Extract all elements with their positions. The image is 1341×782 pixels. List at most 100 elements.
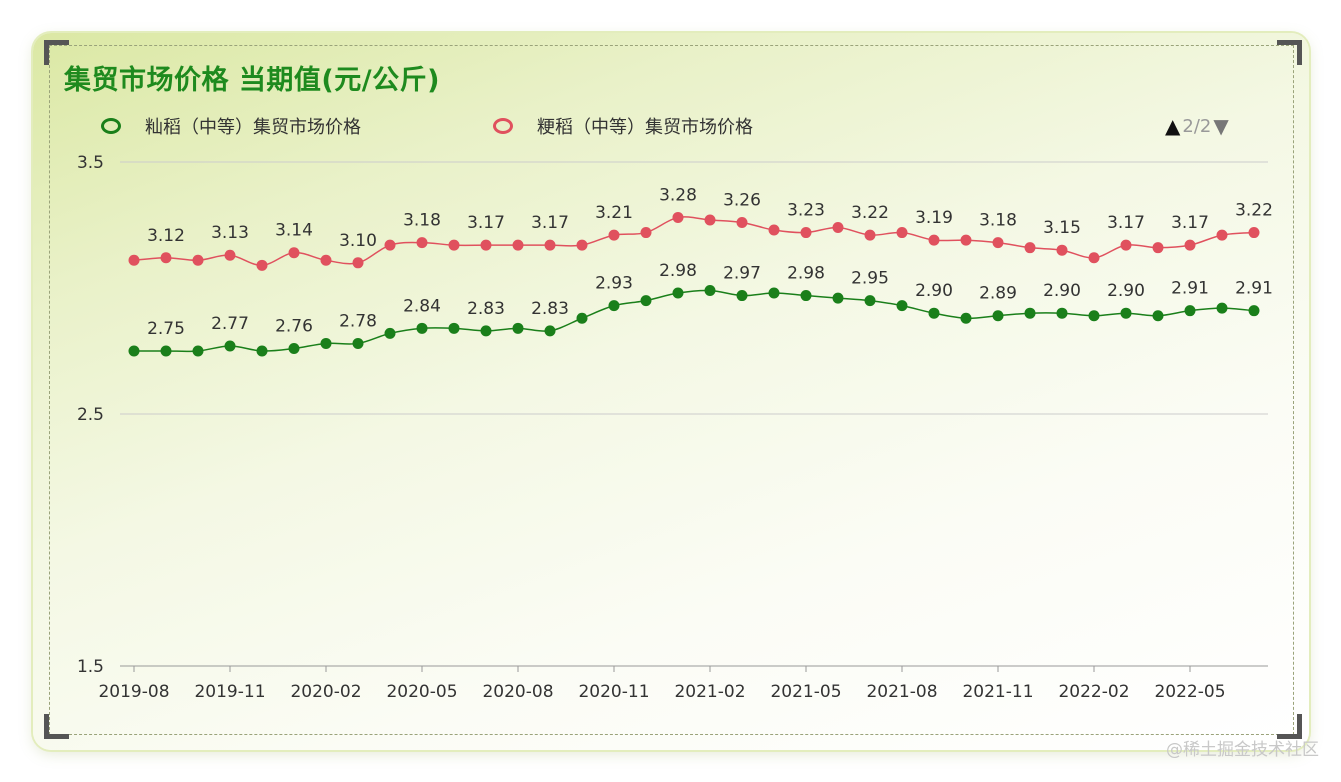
frame-corner-bottom-right <box>1277 714 1302 739</box>
data-point <box>640 227 652 239</box>
data-point <box>704 214 716 226</box>
data-label: 3.10 <box>339 231 377 251</box>
data-point <box>1024 242 1036 254</box>
data-label: 2.84 <box>403 296 441 316</box>
data-point <box>1184 239 1196 251</box>
data-point <box>288 342 300 354</box>
data-point <box>224 340 236 352</box>
frame-corner-top-right <box>1277 40 1302 65</box>
legend-page-indicator: 2/2 <box>1182 115 1212 137</box>
data-point <box>1024 307 1036 319</box>
y-tick-label: 1.5 <box>77 657 104 677</box>
data-point <box>768 224 780 236</box>
data-point <box>736 216 748 228</box>
legend-pager: ▲ 2/2 ▼ <box>1165 114 1229 138</box>
legend-item-series-2[interactable]: 粳稻（中等）集贸市场价格 <box>493 114 753 138</box>
data-label: 3.17 <box>1171 213 1209 233</box>
data-point <box>544 325 556 337</box>
x-tick-label: 2020-11 <box>578 682 649 702</box>
data-label: 2.77 <box>211 314 249 334</box>
data-label: 2.95 <box>851 269 889 289</box>
triangle-up-icon[interactable]: ▲ <box>1165 114 1181 138</box>
data-label: 3.17 <box>1107 213 1145 233</box>
data-point <box>256 259 268 271</box>
data-point <box>928 307 940 319</box>
data-point <box>384 239 396 251</box>
data-label: 3.21 <box>595 203 633 223</box>
data-label: 2.90 <box>1107 281 1145 301</box>
data-label: 3.22 <box>1235 201 1273 221</box>
data-point <box>1248 227 1260 239</box>
data-point <box>896 300 908 312</box>
data-point <box>1216 229 1228 241</box>
data-point <box>288 247 300 259</box>
data-label: 2.98 <box>659 261 697 281</box>
data-label: 2.78 <box>339 311 377 331</box>
data-point <box>384 327 396 339</box>
data-label: 2.75 <box>147 319 185 339</box>
data-label: 3.26 <box>723 190 761 210</box>
data-point <box>512 322 524 334</box>
data-point <box>608 229 620 241</box>
data-point <box>1120 307 1132 319</box>
data-label: 2.97 <box>723 264 761 284</box>
data-point <box>480 239 492 251</box>
data-label: 3.18 <box>979 211 1017 231</box>
data-point <box>1216 302 1228 314</box>
data-point <box>160 345 172 357</box>
data-label: 3.19 <box>915 208 953 228</box>
data-point <box>704 285 716 297</box>
data-point <box>576 239 588 251</box>
data-label: 2.93 <box>595 274 633 294</box>
data-point <box>960 312 972 324</box>
x-tick-label: 2021-08 <box>866 682 937 702</box>
x-tick-label: 2019-11 <box>194 682 265 702</box>
data-point <box>448 239 460 251</box>
x-tick-label: 2020-08 <box>482 682 553 702</box>
x-tick-label: 2022-05 <box>1154 682 1225 702</box>
data-point <box>160 252 172 264</box>
data-point <box>192 345 204 357</box>
data-point <box>832 222 844 234</box>
data-label: 2.83 <box>531 299 569 319</box>
data-point <box>1088 252 1100 264</box>
data-point <box>576 312 588 324</box>
data-label: 3.15 <box>1043 218 1081 238</box>
data-point <box>128 254 140 266</box>
data-point <box>256 345 268 357</box>
data-label: 2.91 <box>1171 279 1209 299</box>
data-point <box>736 290 748 302</box>
data-point <box>224 249 236 261</box>
data-point <box>1152 310 1164 322</box>
data-point <box>448 322 460 334</box>
legend-ring-icon <box>493 118 513 134</box>
data-point <box>1056 244 1068 256</box>
data-point <box>320 337 332 349</box>
x-tick-label: 2020-02 <box>290 682 361 702</box>
data-label: 3.28 <box>659 185 697 205</box>
frame-corner-bottom-left <box>44 714 69 739</box>
data-point <box>1120 239 1132 251</box>
data-point <box>128 345 140 357</box>
data-label: 3.22 <box>851 203 889 223</box>
data-label: 3.17 <box>467 213 505 233</box>
legend-item-series-1[interactable]: 籼稻（中等）集贸市场价格 <box>101 114 361 138</box>
data-label: 2.91 <box>1235 279 1273 299</box>
data-point <box>672 211 684 223</box>
data-label: 3.14 <box>275 221 313 241</box>
data-point <box>1152 242 1164 254</box>
data-point <box>480 325 492 337</box>
data-point <box>608 300 620 312</box>
data-label: 3.18 <box>403 211 441 231</box>
legend-ring-icon <box>101 118 121 134</box>
data-point <box>1248 305 1260 317</box>
legend-label: 粳稻（中等）集贸市场价格 <box>537 117 753 138</box>
data-label: 2.98 <box>787 264 825 284</box>
triangle-down-icon[interactable]: ▼ <box>1213 114 1229 138</box>
data-point <box>864 229 876 241</box>
frame-corner-top-left <box>44 40 69 65</box>
data-point <box>544 239 556 251</box>
x-tick-label: 2021-05 <box>770 682 841 702</box>
data-point <box>800 290 812 302</box>
data-point <box>1056 307 1068 319</box>
